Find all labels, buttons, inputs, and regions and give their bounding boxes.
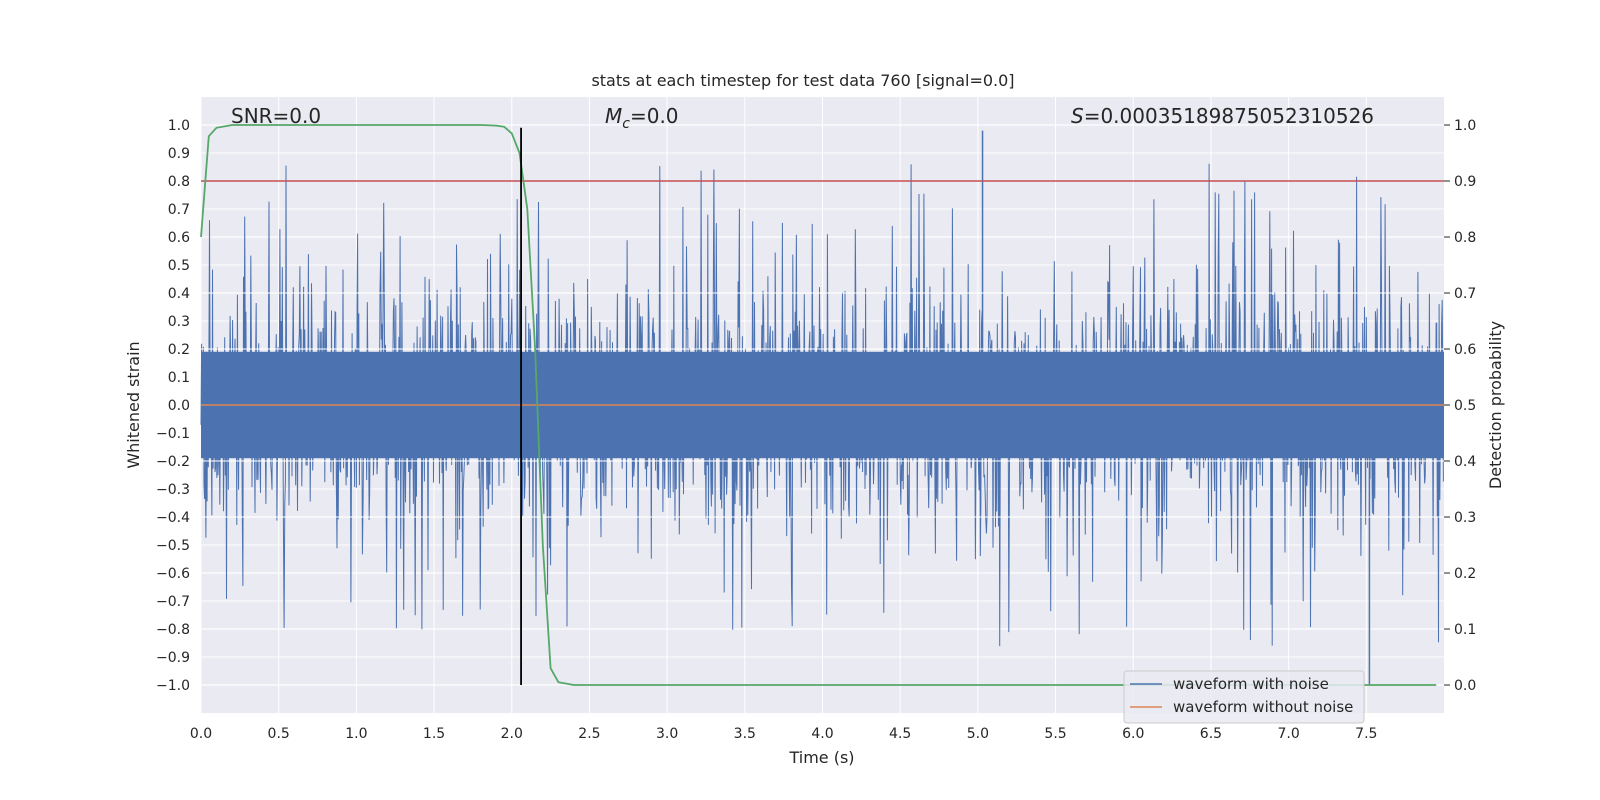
x-tick-label: 6.5	[1200, 726, 1222, 742]
right-tick-label: 0.2	[1454, 566, 1476, 582]
x-tick-label: 5.0	[967, 726, 989, 742]
s-symbol: S	[1071, 104, 1084, 128]
s-value: =0.00035189875052310526	[1084, 104, 1374, 128]
y-axis-label: Whitened strain	[124, 341, 143, 468]
s-annotation: S=0.00035189875052310526	[1071, 104, 1374, 128]
right-tick-label: 0.9	[1454, 174, 1476, 190]
y-tick-label: 0.4	[168, 286, 190, 302]
chirp-mass-annotation: Mc=0.0	[605, 104, 679, 132]
x-tick-label: 0.0	[190, 726, 212, 742]
y-tick-label: 0.2	[168, 342, 190, 358]
x-axis-ticks: 0.0 0.5 1.0 1.5 2.0 2.5 3.0 3.5 4.0 4.5 5.0 5.5 6.0 6…	[190, 726, 1378, 742]
y-tick-label: −0.2	[156, 454, 190, 470]
mc-symbol: M	[605, 104, 622, 128]
y-tick-label: −0.6	[156, 566, 190, 582]
y-tick-label: −0.3	[156, 482, 190, 498]
x-tick-label: 4.5	[889, 726, 911, 742]
mc-value: =0.0	[630, 104, 679, 128]
detection-probability-line	[200, 124, 1437, 686]
y-tick-label: 1.0	[168, 118, 190, 134]
right-tick-label: 0.6	[1454, 342, 1476, 358]
x-tick-label: 1.5	[423, 726, 445, 742]
x-tick-label: 4.0	[811, 726, 833, 742]
y-tick-label: 0.7	[168, 202, 190, 218]
y-tick-label: 0.8	[168, 174, 190, 190]
right-tick-label: 0.8	[1454, 230, 1476, 246]
x-tick-label: 5.5	[1044, 726, 1066, 742]
x-tick-label: 3.5	[734, 726, 756, 742]
right-tick-label: 0.7	[1454, 286, 1476, 302]
mc-subscript: c	[622, 116, 630, 132]
plot-content	[200, 124, 1444, 686]
x-tick-label: 7.5	[1355, 726, 1377, 742]
right-tick-label: 0.0	[1454, 678, 1476, 694]
y-tick-label: 0.5	[168, 258, 190, 274]
y-tick-label: 0.6	[168, 230, 190, 246]
y-tick-label: −0.1	[156, 426, 190, 442]
legend-label-noise: waveform with noise	[1173, 675, 1329, 693]
annotations: SNR=0.0 Mc=0.0 S=0.00035189875052310526	[231, 104, 1374, 132]
snr-annotation: SNR=0.0	[231, 104, 321, 128]
legend-box	[1123, 670, 1365, 724]
y-tick-label: −1.0	[156, 678, 190, 694]
x-tick-label: 2.5	[578, 726, 600, 742]
x-tick-label: 0.5	[268, 726, 290, 742]
right-tick-label: 0.1	[1454, 622, 1476, 638]
y-tick-label: 0.1	[168, 370, 190, 386]
y-tick-label: −0.9	[156, 650, 190, 666]
right-tick-label: 1.0	[1454, 118, 1476, 134]
y-axis-ticks: 1.0 0.9 0.8 0.7 0.6 0.5 0.4 0.3 0.2 0.1 0.0 −0.1 −0.…	[156, 118, 190, 694]
right-tick-label: 0.5	[1454, 398, 1476, 414]
right-axis-label: Detection probability	[1486, 321, 1505, 489]
x-tick-label: 1.0	[345, 726, 367, 742]
x-axis-label: Time (s)	[788, 748, 854, 767]
y-tick-label: 0.9	[168, 146, 190, 162]
x-tick-label: 2.0	[501, 726, 523, 742]
x-tick-label: 3.0	[656, 726, 678, 742]
y-tick-label: −0.4	[156, 510, 190, 526]
legend: waveform with noise waveform without noi…	[1123, 670, 1365, 724]
right-axis-ticks: 1.0 0.9 0.8 0.7 0.6 0.5 0.4 0.3 0.2 0.1 0.0	[1444, 118, 1476, 694]
y-tick-label: 0.0	[168, 398, 190, 414]
right-tick-label: 0.3	[1454, 510, 1476, 526]
y-tick-label: −0.8	[156, 622, 190, 638]
y-tick-label: 0.3	[168, 314, 190, 330]
x-tick-label: 7.0	[1277, 726, 1299, 742]
y-tick-label: −0.5	[156, 538, 190, 554]
y-tick-label: −0.7	[156, 594, 190, 610]
right-tick-label: 0.4	[1454, 454, 1476, 470]
chart-title: stats at each timestep for test data 760…	[591, 71, 1014, 90]
legend-label-clean: waveform without noise	[1173, 698, 1353, 716]
x-tick-label: 6.0	[1122, 726, 1144, 742]
